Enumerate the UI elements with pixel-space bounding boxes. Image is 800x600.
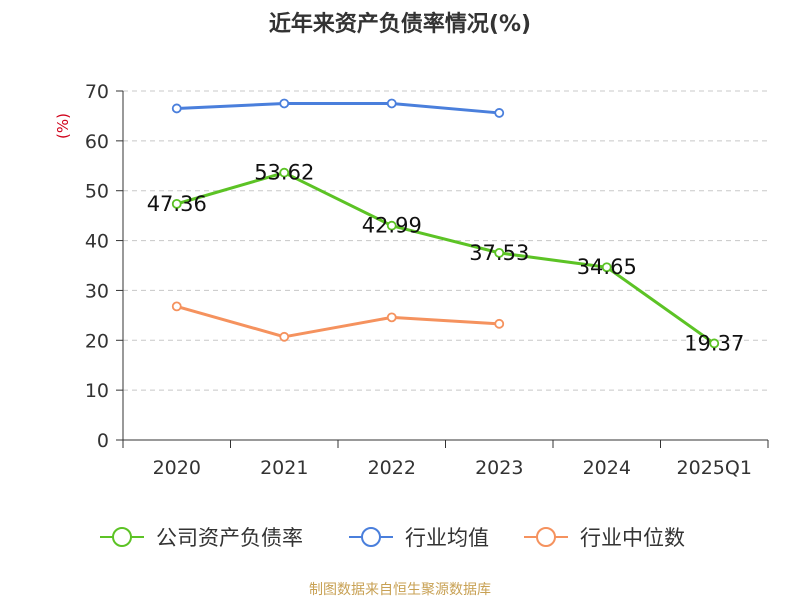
data-point-company <box>171 198 182 209</box>
y-tick-label: 60 <box>85 131 109 153</box>
data-point-industry-median <box>279 331 290 342</box>
y-tick-label: 0 <box>97 430 109 452</box>
legend-label-company: 公司资产负债率 <box>156 526 303 550</box>
data-point-company <box>279 167 290 178</box>
legend-marker-industry-median <box>536 527 556 547</box>
data-label: 19.37 <box>684 331 744 355</box>
data-label: 37.53 <box>469 241 529 265</box>
legend-marker-industry-avg <box>361 527 381 547</box>
x-tick-label: 2021 <box>260 457 308 479</box>
x-tick-label: 2022 <box>368 457 416 479</box>
x-tick-label: 2024 <box>583 457 631 479</box>
x-tick-label: 2025Q1 <box>677 457 752 479</box>
series-line-industry-median <box>176 304 500 339</box>
y-tick-label: 10 <box>85 380 109 402</box>
data-point-industry-avg <box>279 98 290 109</box>
data-point-company <box>601 262 612 273</box>
legend-label-industry-avg: 行业均值 <box>405 526 489 550</box>
data-label: 42.99 <box>362 214 422 238</box>
data-point-company <box>709 338 720 349</box>
series-line-company <box>176 171 716 345</box>
y-tick-label: 70 <box>85 81 109 103</box>
data-point-industry-avg <box>171 103 182 114</box>
y-tick-label: 20 <box>85 330 109 352</box>
data-label: 34.65 <box>577 255 637 279</box>
data-point-company <box>494 247 505 258</box>
y-tick-label: 30 <box>85 280 109 302</box>
legend-marker-company <box>112 527 132 547</box>
y-tick-label: 50 <box>85 181 109 203</box>
legend-label-industry-median: 行业中位数 <box>580 526 685 550</box>
data-point-industry-median <box>386 312 397 323</box>
series-line-industry-avg <box>176 101 500 115</box>
x-tick-label: 2020 <box>153 457 201 479</box>
data-label: 53.62 <box>254 161 314 185</box>
chart-title: 近年来资产负债率情况(%) <box>268 12 532 37</box>
data-point-industry-avg <box>386 98 397 109</box>
x-tick-label: 2023 <box>475 457 523 479</box>
y-axis-unit-label: (%) <box>54 113 72 139</box>
data-point-company <box>386 220 397 231</box>
data-point-industry-median <box>171 301 182 312</box>
source-note: 制图数据来自恒生聚源数据库 <box>309 582 491 598</box>
data-point-industry-avg <box>494 108 505 118</box>
y-tick-label: 40 <box>85 231 109 253</box>
data-point-industry-median <box>494 318 505 329</box>
data-label: 47.36 <box>147 192 207 216</box>
